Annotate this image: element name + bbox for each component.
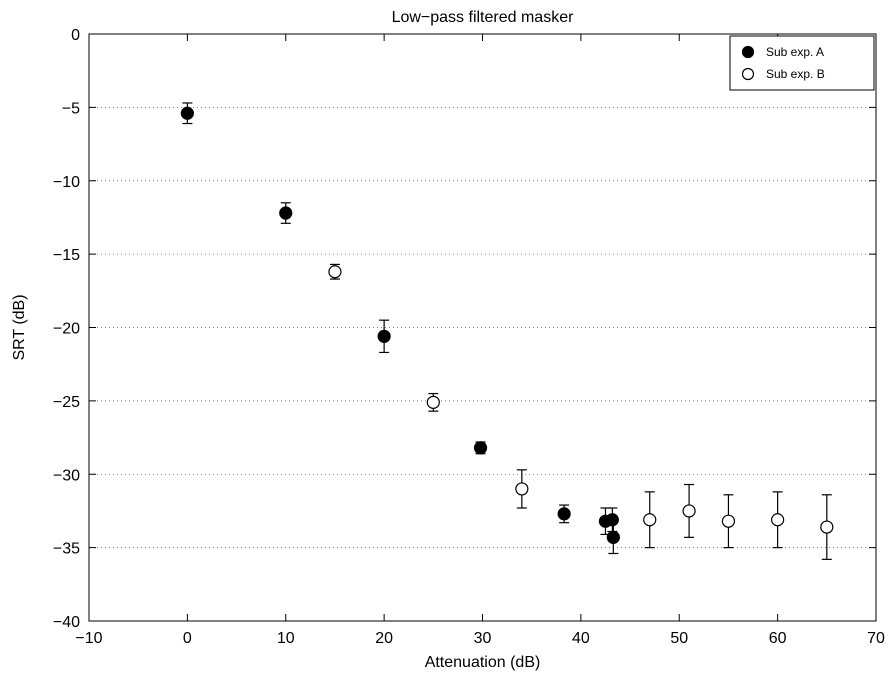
data-points xyxy=(180,102,834,560)
data-point xyxy=(515,482,529,496)
chart-title: Low−pass filtered masker xyxy=(392,9,575,26)
plot-area xyxy=(88,33,877,622)
x-tick-label: 40 xyxy=(572,630,590,647)
legend-box xyxy=(729,35,875,91)
data-point xyxy=(771,513,785,527)
y-tick-label: −30 xyxy=(53,467,80,484)
series-a xyxy=(180,102,620,555)
x-axis-label: Attenuation (dB) xyxy=(425,654,541,671)
x-tick-label: 10 xyxy=(277,630,295,647)
y-tick-label: −25 xyxy=(53,394,80,411)
data-point xyxy=(377,329,391,343)
data-point xyxy=(473,441,488,455)
legend-marker xyxy=(741,45,755,59)
data-point xyxy=(682,504,696,518)
data-point xyxy=(721,514,736,528)
x-tick-label: 60 xyxy=(769,630,787,647)
x-tick-label: 30 xyxy=(474,630,492,647)
data-point xyxy=(279,206,293,220)
data-point xyxy=(328,265,342,279)
y-tick-label: −15 xyxy=(53,247,80,264)
legend-label: Sub exp. B xyxy=(766,67,825,81)
data-point xyxy=(605,513,619,527)
x-tick-label: 0 xyxy=(183,630,192,647)
x-tick-label: 50 xyxy=(670,630,688,647)
y-tick-label: −35 xyxy=(53,541,80,558)
y-tick-label: −10 xyxy=(53,174,80,191)
data-point xyxy=(180,106,194,120)
y-axis-label: SRT (dB) xyxy=(11,294,28,360)
data-point xyxy=(606,530,620,544)
axis-ticks: −10 0 10 20 30 40 50 60 70 0 −5 −10 −15 −20 −25 −30 −35 −… xyxy=(53,27,885,647)
x-tick-label: 70 xyxy=(867,630,885,647)
series-b xyxy=(328,263,834,560)
y-tick-label: −5 xyxy=(62,100,80,117)
y-tick-label: −40 xyxy=(53,614,80,631)
y-tick-label: −20 xyxy=(53,321,80,338)
data-point xyxy=(643,513,657,527)
data-point xyxy=(820,520,834,534)
legend: Sub exp. A Sub exp. B xyxy=(729,35,875,91)
data-point xyxy=(426,395,440,409)
y-tick-label: 0 xyxy=(71,27,80,44)
x-tick-label: 20 xyxy=(375,630,393,647)
data-point xyxy=(557,507,571,521)
legend-marker xyxy=(741,67,755,81)
legend-label: Sub exp. A xyxy=(766,45,824,59)
x-tick-label: −10 xyxy=(75,630,102,647)
